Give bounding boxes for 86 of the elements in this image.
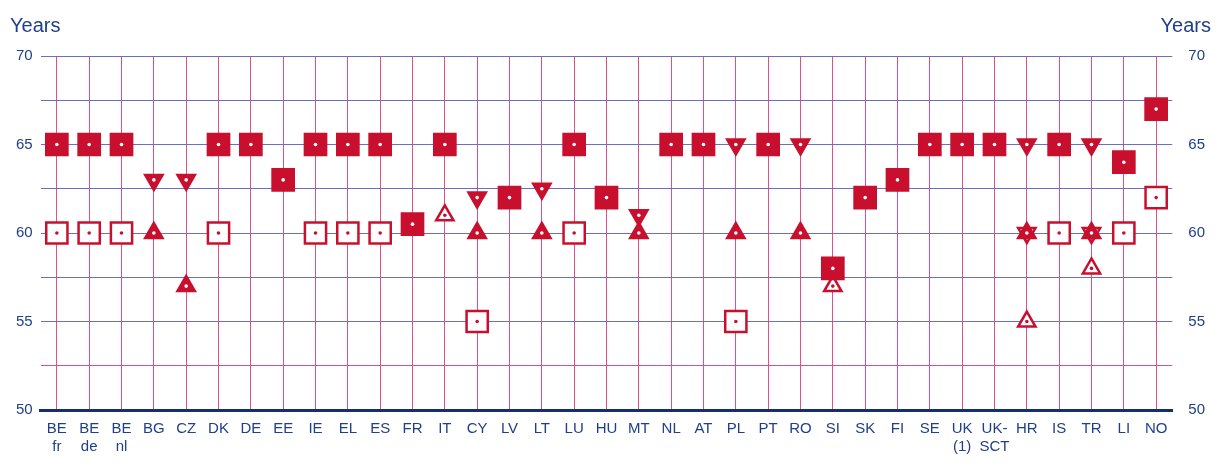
x-tick-label: HR [1015,419,1038,437]
y2-tick-label: 70 [1188,46,1205,64]
point [303,132,328,157]
x-tick-label: TR [1081,419,1102,437]
x-tick-label: BE de [79,419,100,455]
point [885,168,910,192]
x-tick-label: EE [273,419,294,437]
point [1144,185,1169,210]
point [206,221,231,245]
x-tick-label: BE fr [46,419,67,455]
x-tick-label: PL [726,419,746,437]
x-tick-label: PT [758,419,778,437]
point [820,256,845,281]
x-tick-label: HU [595,419,618,437]
point [1047,221,1072,245]
point [562,221,587,245]
point [982,132,1007,157]
y2-axis-title: Years [1160,13,1211,36]
point [853,185,878,210]
point [432,132,457,157]
point [303,221,328,245]
point [756,132,781,157]
point [335,132,360,157]
point [659,132,684,157]
point [109,132,134,157]
y-tick-label: 65 [16,134,33,152]
x-tick-label: ES [370,419,391,437]
point [950,132,975,157]
x-tick-label: LI [1117,419,1131,437]
point [1144,97,1169,121]
x-tick-label: SE [919,419,940,437]
y-tick-label: 70 [16,46,33,64]
point [723,309,748,334]
x-tick-label: IS [1052,419,1067,437]
x-tick-label: NO [1144,419,1168,437]
point [335,221,360,245]
point [562,132,587,157]
y-tick-label: 55 [16,311,33,329]
point [44,132,69,157]
x-tick-label: DK [208,419,229,437]
x-tick-label: LV [500,419,519,437]
point [44,221,69,245]
y-axis-title: Years [10,13,61,36]
point [77,221,102,245]
y2-tick-label: 55 [1188,311,1205,329]
x-tick-label: SI [825,419,840,437]
x-tick-label: MT [628,419,650,437]
x-tick-label: UK- SCT [979,419,1010,455]
x-tick-label: CY [466,419,488,437]
x-tick-label: LT [533,419,551,437]
point [594,185,619,210]
x-tick-label: EL [338,419,358,437]
x-tick-label: SK [855,419,876,437]
x-tick-label: FR [402,419,423,437]
x-tick-label: RO [789,419,812,437]
point [917,132,942,157]
x-tick-label: NL [661,419,681,437]
x-tick-label: UK (1) [951,419,973,455]
point [691,132,716,157]
point [465,309,490,334]
x-tick-label: CZ [176,419,197,437]
point [400,212,425,237]
point [497,185,522,210]
x-tick-label: DE [240,419,262,437]
y2-tick-label: 60 [1188,223,1205,241]
y2-tick-label: 65 [1188,134,1205,152]
point [1111,150,1136,175]
point [238,132,263,157]
x-tick-label: LU [564,419,584,437]
point [1111,221,1136,245]
point [206,132,231,157]
point [368,132,393,157]
x-tick-label: BG [143,419,165,437]
y-tick-label: 50 [16,400,33,418]
point [109,221,134,245]
point [1047,132,1072,157]
x-tick-label: AT [694,419,713,437]
point [77,132,102,157]
x-tick-label: FI [890,419,905,437]
point [271,168,296,192]
x-tick-label: BE nl [111,419,132,455]
point [368,221,393,245]
x-tick-label: IE [308,419,323,437]
y-tick-label: 60 [16,223,33,241]
y2-tick-label: 50 [1188,400,1205,418]
x-tick-label: IT [438,419,452,437]
